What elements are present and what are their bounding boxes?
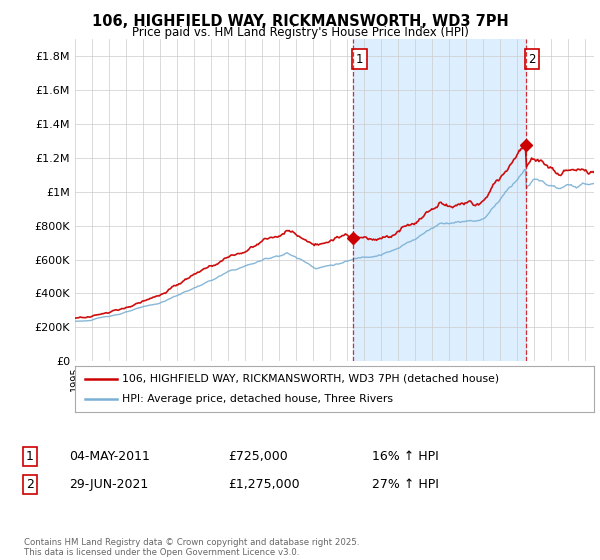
Text: 2: 2 [529,53,536,66]
Text: 106, HIGHFIELD WAY, RICKMANSWORTH, WD3 7PH: 106, HIGHFIELD WAY, RICKMANSWORTH, WD3 7… [92,14,508,29]
Bar [353,39,526,361]
Text: £725,000: £725,000 [228,450,288,463]
Text: 16% ↑ HPI: 16% ↑ HPI [372,450,439,463]
Text: 2: 2 [26,478,34,491]
Text: 106, HIGHFIELD WAY, RICKMANSWORTH, WD3 7PH (detached house): 106, HIGHFIELD WAY, RICKMANSWORTH, WD3 7… [122,374,499,384]
Text: 29-JUN-2021: 29-JUN-2021 [69,478,148,491]
Text: 1: 1 [26,450,34,463]
Text: HPI: Average price, detached house, Three Rivers: HPI: Average price, detached house, Thre… [122,394,393,404]
Text: 04-MAY-2011: 04-MAY-2011 [69,450,150,463]
Text: £1,275,000: £1,275,000 [228,478,299,491]
Text: 27% ↑ HPI: 27% ↑ HPI [372,478,439,491]
Text: Price paid vs. HM Land Registry's House Price Index (HPI): Price paid vs. HM Land Registry's House … [131,26,469,39]
Text: Contains HM Land Registry data © Crown copyright and database right 2025.
This d: Contains HM Land Registry data © Crown c… [24,538,359,557]
Text: 1: 1 [356,53,363,66]
